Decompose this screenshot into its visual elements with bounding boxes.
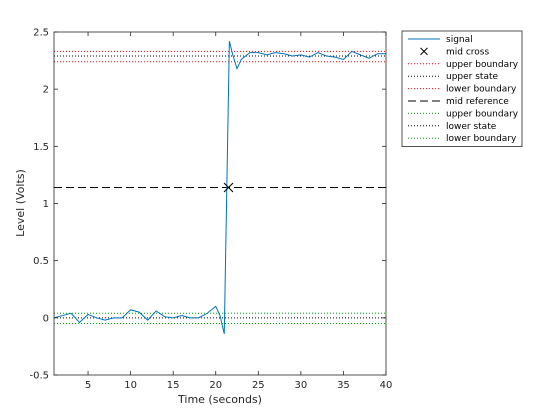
x-tick-label: 25 — [252, 380, 265, 391]
x-tick-label: 10 — [124, 380, 137, 391]
legend-entry-label: lower state — [446, 122, 497, 132]
legend-entry-label: signal — [446, 35, 473, 45]
marker-stroke — [223, 182, 234, 193]
y-tick-label: 2 — [43, 85, 49, 96]
legend-entry-label: lower boundary — [446, 85, 517, 95]
legend-entry-label: upper boundary — [446, 109, 519, 119]
plot-area — [53, 31, 387, 376]
legend-entry-label: mid reference — [446, 97, 509, 107]
x-tick-label: 15 — [167, 380, 180, 391]
x-tick-label: 20 — [209, 380, 222, 391]
y-tick-label: 0 — [43, 313, 49, 324]
y-tick-label: 0.5 — [33, 256, 49, 267]
y-tick-label: -0.5 — [29, 371, 49, 382]
legend: signal mid cross upper boundary upper state… — [401, 30, 523, 147]
y-axis-label: Level (Volts) — [14, 169, 27, 237]
axis-ticks: 5 10 15 20 25 30 35 40 -0.5 0 0.5 1 1.5 2 2.5 — [29, 28, 392, 392]
signal-line — [53, 41, 386, 334]
x-axis-label: Time (seconds) — [177, 393, 262, 406]
legend-entry-label: mid cross — [446, 47, 489, 57]
mid-cross-marker — [223, 182, 234, 193]
y-tick-label: 2.5 — [33, 28, 49, 39]
legend-box — [401, 30, 523, 147]
x-tick-label: 5 — [85, 380, 91, 391]
legend-entry-label: upper boundary — [446, 60, 519, 70]
x-tick-label: 40 — [380, 380, 393, 391]
legend-entry-label: lower boundary — [446, 134, 517, 144]
y-tick-label: 1.5 — [33, 142, 49, 153]
x-tick-label: 30 — [295, 380, 308, 391]
legend-entry-label: upper state — [446, 72, 498, 82]
x-tick-label: 35 — [337, 380, 350, 391]
y-tick-label: 1 — [43, 199, 49, 210]
legend-swatch — [420, 47, 428, 56]
